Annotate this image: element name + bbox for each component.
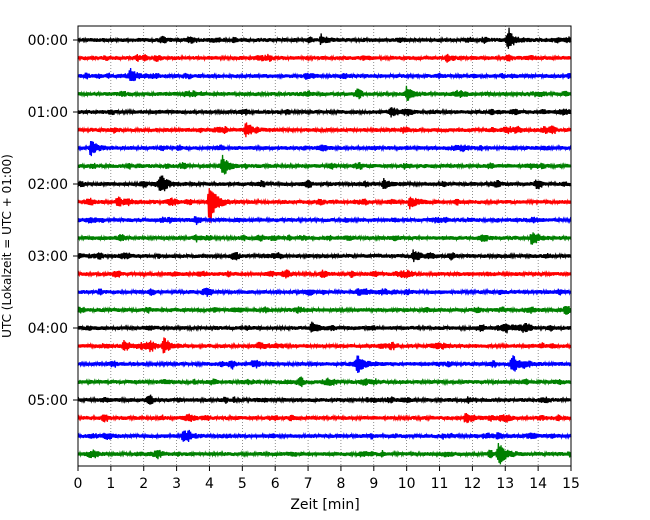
x-tick-label: 6 [271,476,280,492]
y-tick-label: 03:00 [28,249,68,265]
x-tick-label: 10 [398,476,416,492]
x-tick-label: 11 [431,476,449,492]
seismic-trace-16 [77,321,572,334]
seismic-trace-22 [77,429,572,442]
seismic-trace-13 [77,269,572,279]
seismic-trace-20 [77,394,572,405]
seismic-trace-15 [77,305,572,315]
seismic-traces [77,27,572,465]
x-tick-label: 9 [369,476,378,492]
x-axis-ticks: 0 1 2 3 4 5 6 7 8 9 10 11 12 13 14 15 [74,466,580,492]
y-axis-ticks: 00:00 01:00 02:00 03:00 04:00 05:00 [28,33,78,409]
seismic-trace-1 [77,53,572,63]
x-tick-label: 8 [336,476,345,492]
x-tick-label: 1 [106,476,115,492]
y-axis-label: UTC (Lokalzeit = UTC + 01:00) [0,154,14,338]
x-tick-label: 12 [463,476,481,492]
grid-lines [110,26,539,466]
seismic-trace-10 [77,215,572,226]
seismic-trace-14 [77,287,572,297]
y-tick-label: 01:00 [28,105,68,121]
x-tick-label: 2 [139,476,148,492]
x-axis-label: Zeit [min] [290,497,359,513]
seismic-trace-17 [77,337,572,354]
seismic-trace-21 [77,412,572,424]
seismic-trace-19 [77,376,572,388]
seismic-trace-12 [77,249,572,263]
seismic-trace-11 [77,232,572,245]
x-tick-label: 5 [238,476,247,492]
seismic-trace-0 [77,27,572,49]
seismic-trace-2 [77,67,572,82]
x-tick-label: 4 [205,476,214,492]
x-tick-label: 3 [172,476,181,492]
seismic-trace-18 [77,355,572,373]
y-tick-label: 04:00 [28,321,68,337]
seismic-trace-7 [77,154,572,175]
seismic-trace-8 [77,175,572,192]
y-tick-label: 02:00 [28,177,68,193]
seismic-trace-9 [77,188,572,224]
seismic-trace-3 [77,85,572,102]
seismic-trace-5 [77,122,572,138]
x-tick-label: 15 [562,476,580,492]
plot-frame [77,25,572,467]
x-tick-label: 7 [304,476,313,492]
seismic-trace-4 [77,107,572,118]
x-tick-label: 13 [496,476,514,492]
y-tick-label: 00:00 [28,33,68,49]
seismic-trace-23 [77,443,572,465]
x-tick-label: 0 [74,476,83,492]
seismic-trace-6 [77,140,572,157]
y-tick-label: 05:00 [28,393,68,409]
x-tick-label: 14 [529,476,547,492]
